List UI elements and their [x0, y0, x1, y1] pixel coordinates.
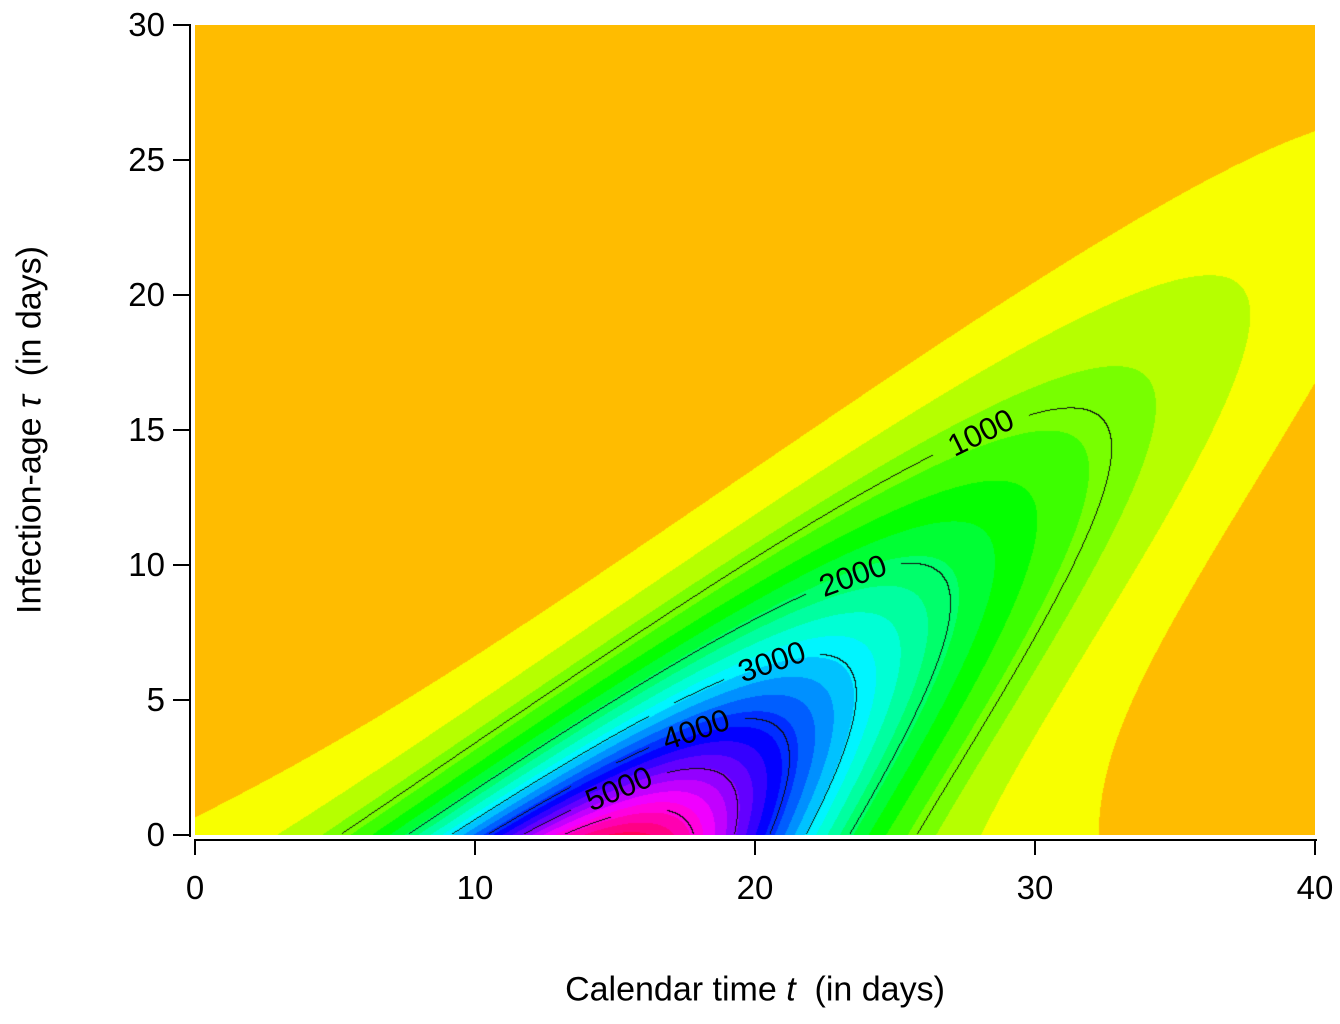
y-tick-mark [173, 834, 189, 836]
x-tick-label: 20 [736, 869, 774, 906]
x-tick-mark [1314, 839, 1316, 855]
y-axis-title: Infection-age τ (in days) [11, 246, 50, 614]
y-axis-title-prefix: Infection-age [10, 407, 49, 615]
y-tick-label: 30 [128, 6, 165, 43]
y-tick-label: 25 [128, 141, 165, 178]
y-tick-mark [173, 699, 189, 701]
y-tick-mark [173, 159, 189, 161]
heatmap-canvas [195, 25, 1315, 835]
y-tick-label: 10 [128, 546, 165, 583]
y-tick-label: 15 [128, 411, 165, 448]
y-axis-title-variable: τ [10, 395, 49, 408]
y-axis-line [189, 24, 191, 837]
y-tick-mark [173, 24, 189, 26]
x-axis-title-variable: t [786, 970, 796, 1009]
x-axis-title-prefix: Calendar time [565, 970, 787, 1009]
x-tick-label: 0 [185, 869, 205, 906]
y-axis-title-suffix: (in days) [10, 245, 49, 396]
x-tick-label: 40 [1296, 869, 1334, 906]
y-tick-label: 0 [146, 816, 165, 853]
x-tick-label: 10 [456, 869, 494, 906]
x-tick-mark [194, 839, 196, 855]
x-tick-mark [754, 839, 756, 855]
x-tick-mark [1034, 839, 1036, 855]
y-tick-mark [173, 564, 189, 566]
y-tick-mark [173, 429, 189, 431]
x-tick-label: 30 [1016, 869, 1054, 906]
y-tick-label: 20 [128, 276, 165, 313]
y-tick-label: 5 [146, 681, 165, 718]
x-axis-title-suffix: (in days) [795, 970, 945, 1009]
y-tick-mark [173, 294, 189, 296]
x-axis-title: Calendar time t (in days) [565, 971, 945, 1010]
x-tick-mark [474, 839, 476, 855]
